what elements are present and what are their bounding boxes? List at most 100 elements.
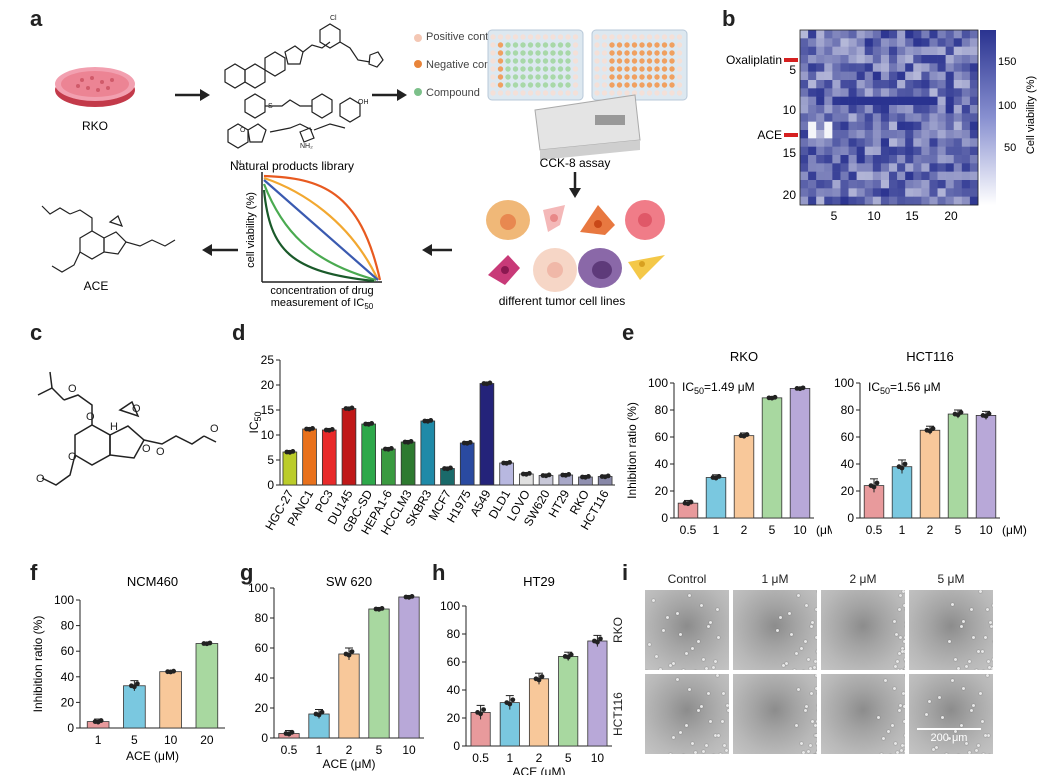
well: [601, 82, 608, 88]
heatmap-cell: [840, 163, 849, 172]
well: [654, 74, 660, 80]
heatmap-cell: [800, 130, 809, 139]
heatmap-cell: [864, 188, 874, 197]
heatmap-cell: [864, 71, 874, 81]
data-point: [526, 471, 532, 476]
heatmap-cell: [913, 138, 922, 147]
heatmap-cell: [832, 155, 841, 164]
heatmap-cell: [880, 46, 890, 56]
chart-title: SW 620: [326, 574, 372, 589]
heatmap-cell: [953, 96, 963, 106]
heatmap-cell: [840, 180, 849, 189]
well: [520, 34, 526, 40]
heatmap-cell: [800, 63, 809, 72]
data-point: [428, 418, 434, 423]
heatmap-cell: [824, 171, 833, 181]
bar: [398, 596, 420, 739]
data-point: [319, 709, 325, 715]
well: [661, 58, 668, 64]
well: [520, 90, 526, 96]
heatmap-cell: [864, 121, 874, 131]
well: [542, 74, 549, 80]
heatmap-cell: [921, 80, 930, 89]
heatmap-cell: [800, 188, 809, 197]
data-point: [958, 410, 964, 415]
well: [609, 58, 615, 64]
bar: [587, 640, 608, 747]
y-tick-label: 80: [841, 403, 855, 417]
heatmap-cell: [848, 38, 857, 47]
heatmap-cell: [897, 121, 906, 131]
heatmap-cell: [832, 196, 841, 206]
y-tick-label: 80: [61, 619, 75, 633]
heatmap-cell: [840, 46, 849, 56]
row-label-oxaliplatin: Oxaliplatin: [726, 53, 782, 67]
heatmap-cell: [816, 138, 825, 147]
heatmap-cell: [800, 30, 809, 39]
heatmap-cell: [880, 155, 890, 164]
heatmap-ytick: 20: [783, 188, 797, 202]
heatmap-cell: [832, 71, 841, 81]
well: [639, 90, 645, 96]
heatmap-cell: [872, 155, 882, 164]
heatmap-cell: [929, 46, 938, 56]
well: [565, 90, 571, 96]
heatmap-cell: [864, 138, 874, 147]
y-tick-label: 60: [655, 430, 669, 444]
heatmap-cell: [953, 71, 963, 81]
heatmap-cell: [889, 71, 898, 81]
heatmap-cell: [800, 163, 809, 172]
well: [505, 66, 511, 72]
heatmap-cell: [969, 71, 979, 81]
heatmap-cell: [897, 63, 906, 72]
heatmap-cell: [848, 96, 857, 106]
heatmap-ytick: 15: [783, 146, 797, 160]
heatmap-cell: [848, 30, 857, 39]
heatmap-cell: [864, 155, 874, 164]
heatmap-ytick: 10: [783, 103, 797, 117]
heatmap-cell: [937, 138, 946, 147]
heatmap-cell: [840, 71, 849, 81]
heatmap-xtick: 20: [944, 209, 958, 223]
heatmap-cell: [961, 155, 971, 164]
heatmap-cell: [905, 180, 914, 189]
heatmap-cell: [945, 155, 955, 164]
heatmap-cell: [864, 146, 874, 156]
data-point: [290, 449, 296, 454]
x-tick-label: 10: [979, 523, 993, 537]
heatmap-cell: [840, 171, 849, 181]
heatmap-cell: [921, 46, 930, 56]
oxaliplatin-marker: [784, 58, 798, 62]
heatmap-cell: [921, 130, 930, 139]
heatmap-cell: [872, 121, 882, 131]
heatmap-cell: [961, 30, 971, 39]
ace-structure-small: [41, 205, 176, 273]
heatmap-cell: [921, 138, 930, 147]
heatmap-cell: [889, 105, 898, 114]
heatmap-cell: [945, 71, 955, 81]
heatmap-xtick: 5: [831, 209, 838, 223]
heatmap-cell: [832, 138, 841, 147]
heatmap-cell: [800, 80, 809, 89]
heatmap-cell: [953, 138, 963, 147]
heatmap-cell: [856, 121, 866, 131]
well: [594, 58, 600, 64]
y-tick-label: 60: [255, 641, 269, 655]
heatmap-cell: [945, 46, 955, 56]
bar: [919, 429, 941, 519]
heatmap-cell: [840, 63, 849, 72]
heatmap-cell: [945, 146, 955, 156]
heatmap-cell: [969, 30, 979, 39]
heatmap-cell: [929, 96, 938, 106]
heatmap-cell: [808, 38, 817, 47]
heatmap-cell: [953, 163, 963, 172]
heatmap-cell: [913, 105, 922, 114]
well: [550, 42, 556, 48]
well: [535, 34, 541, 40]
heatmap-cell: [864, 105, 874, 114]
x-axis-label: ACE (μM): [323, 757, 376, 771]
heatmap-cell: [840, 80, 849, 89]
well: [550, 74, 556, 80]
heatmap-cell: [929, 155, 938, 164]
svg-text:O: O: [86, 411, 95, 423]
